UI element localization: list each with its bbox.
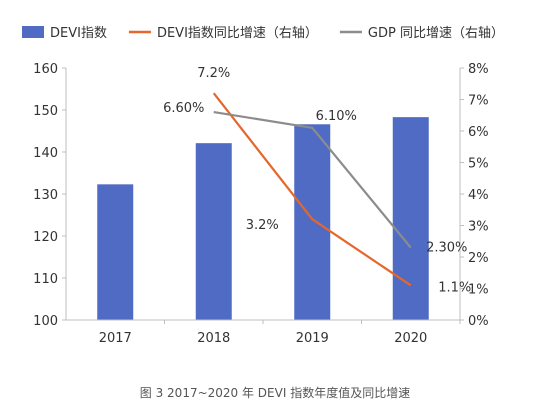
- right-tick-label: 3%: [468, 220, 489, 235]
- x-tick-label-2020: 2020: [394, 331, 427, 346]
- legend-entry-2: GDP 同比增速（右轴）: [368, 26, 504, 41]
- right-tick-label: 0%: [468, 314, 489, 329]
- bar-2019: [294, 124, 331, 320]
- data-labels: 7.2% 3.2% 1.1% 6.60% 6.10% 2.30%: [163, 66, 471, 295]
- left-tick-label: 130: [33, 188, 58, 203]
- bar-2017: [97, 184, 134, 320]
- bar-2020: [392, 117, 429, 320]
- right-tick-label: 8%: [468, 62, 489, 77]
- left-tick-label: 120: [33, 230, 58, 245]
- right-tick-label: 5%: [468, 157, 489, 172]
- legend: DEVI指数 DEVI指数同比增速（右轴） GDP 同比增速（右轴）: [22, 26, 504, 41]
- left-tick-label: 150: [33, 104, 58, 119]
- data-label-2020: 1.1%: [438, 280, 471, 295]
- left-axis: 100 110 120 130 140 150 160: [33, 62, 67, 329]
- legend-swatch-bar: [22, 26, 44, 38]
- right-axis: 0% 1% 2% 3% 4% 5% 6% 7% 8%: [459, 62, 489, 329]
- line-series: [212, 92, 412, 287]
- right-tick-label: 6%: [468, 125, 489, 140]
- data-label-2020: 2.30%: [426, 241, 467, 256]
- left-tick-label: 140: [33, 146, 58, 161]
- x-tick-label-2019: 2019: [296, 331, 329, 346]
- right-tick-label: 4%: [468, 188, 489, 203]
- legend-entry-0: DEVI指数: [50, 26, 107, 41]
- left-tick-label: 160: [33, 62, 58, 77]
- bar-2018: [195, 143, 232, 320]
- x-tick-label-2017: 2017: [99, 331, 132, 346]
- right-tick-label: 7%: [468, 94, 489, 109]
- left-tick-label: 110: [33, 272, 58, 287]
- data-label-2018: 6.60%: [163, 101, 204, 116]
- data-label-2018: 7.2%: [197, 66, 230, 81]
- data-label-2019: 3.2%: [246, 218, 279, 233]
- right-tick-label: 1%: [468, 283, 489, 298]
- x-axis: 2017 2018 2019 2020: [66, 319, 461, 346]
- right-tick-label: 2%: [468, 251, 489, 266]
- left-tick-label: 100: [33, 314, 58, 329]
- data-label-2019: 6.10%: [316, 109, 357, 124]
- legend-entry-1: DEVI指数同比增速（右轴）: [157, 26, 318, 41]
- x-tick-label-2018: 2018: [197, 331, 230, 346]
- bar-series: [97, 117, 429, 320]
- figure-caption: 图 3 2017~2020 年 DEVI 指数年度值及同比增速: [139, 386, 411, 400]
